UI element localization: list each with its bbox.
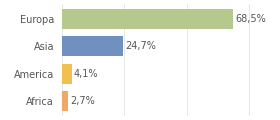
Text: 2,7%: 2,7%: [70, 96, 95, 106]
Text: 4,1%: 4,1%: [74, 69, 98, 79]
Bar: [62, 64, 72, 84]
Bar: [62, 36, 123, 56]
Bar: [62, 91, 68, 111]
Text: 68,5%: 68,5%: [235, 14, 266, 24]
Bar: [62, 9, 233, 29]
Text: 24,7%: 24,7%: [125, 41, 156, 51]
